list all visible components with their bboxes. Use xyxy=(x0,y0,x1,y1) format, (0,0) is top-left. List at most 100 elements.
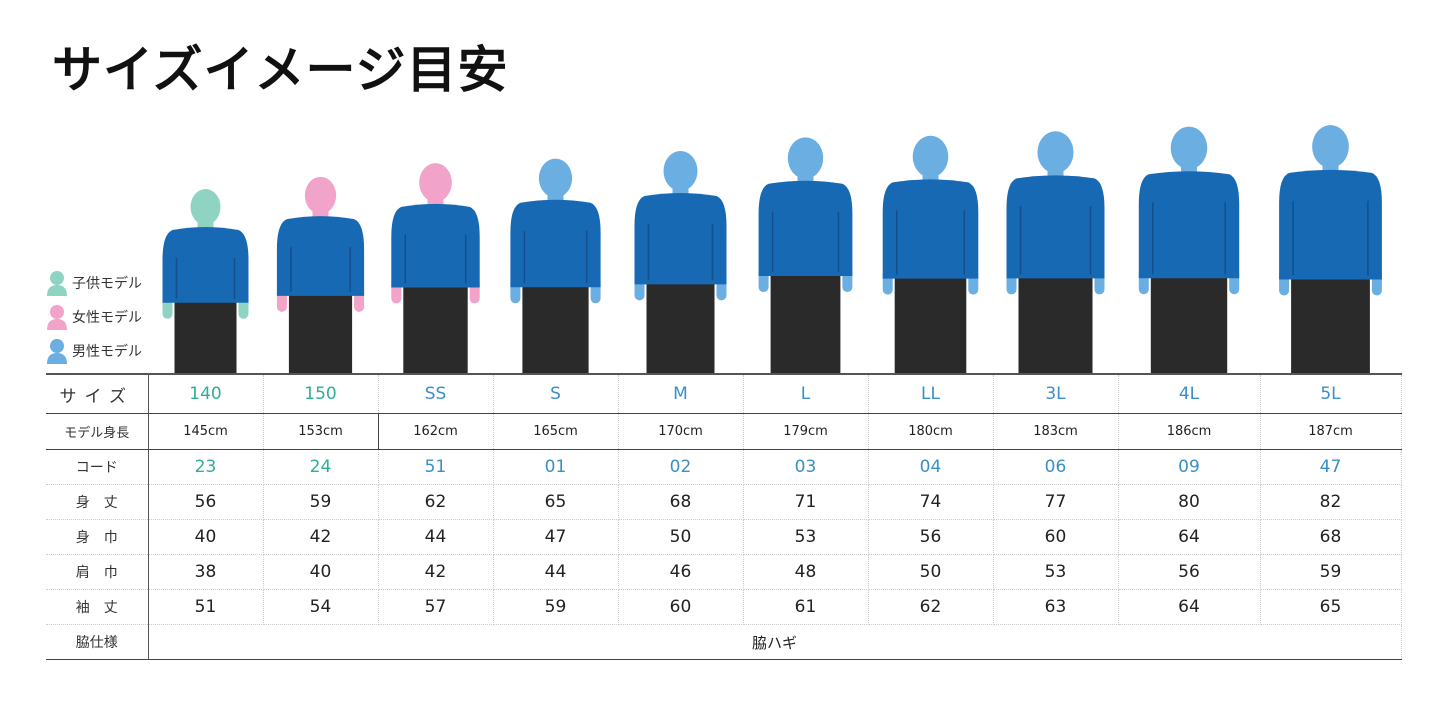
model-figure-L xyxy=(758,137,853,373)
size-table: サイズ 140 150 SS S M L LL 3L 4L 5L モデル身長 145cm 153cm 162… xyxy=(46,373,1402,660)
shirt-fold xyxy=(404,234,467,284)
cell-sleeve: 62 xyxy=(868,589,994,625)
cell-size: SS xyxy=(378,374,494,414)
cell-shoulder: 50 xyxy=(868,554,994,590)
shirt-fold xyxy=(1152,202,1226,275)
row-label: コード xyxy=(46,449,149,485)
model-figure-M xyxy=(634,151,727,373)
shirt-fold xyxy=(523,230,588,284)
cell-length: 59 xyxy=(263,484,379,520)
cell-shoulder: 40 xyxy=(263,554,379,590)
row-label: 脇仕様 xyxy=(46,624,149,660)
model-figure-140 xyxy=(162,189,249,373)
cell-shoulder: 46 xyxy=(618,554,744,590)
shirt-fold xyxy=(175,258,236,299)
row-label: サイズ xyxy=(46,374,149,414)
shirt xyxy=(162,227,249,303)
legend-label: 男性モデル xyxy=(72,344,142,360)
cell-shoulder: 59 xyxy=(1260,554,1402,590)
legend-item: 男性モデル xyxy=(46,334,142,368)
cell-shoulder: 42 xyxy=(378,554,494,590)
shirt-fold xyxy=(290,247,351,292)
cell-code: 02 xyxy=(618,449,744,485)
cell-sleeve: 51 xyxy=(148,589,264,625)
cell-size: L xyxy=(743,374,869,414)
shorts xyxy=(403,281,468,373)
model-figure-3L xyxy=(1006,131,1105,373)
cell-body_width: 50 xyxy=(618,519,744,555)
cell-shoulder: 44 xyxy=(493,554,619,590)
head xyxy=(419,163,452,202)
cell-sleeve: 61 xyxy=(743,589,869,625)
legend-item: 女性モデル xyxy=(46,300,142,334)
cell-length: 74 xyxy=(868,484,994,520)
legend-label: 子供モデル xyxy=(72,276,142,292)
head xyxy=(1170,126,1208,170)
shirt-fold xyxy=(1292,200,1369,276)
shorts xyxy=(770,270,841,373)
cell-size: M xyxy=(618,374,744,414)
table-row-sleeve: 袖 丈 51 54 57 59 60 61 62 63 64 65 xyxy=(46,589,1402,625)
model-figure-SS xyxy=(391,163,480,373)
shorts xyxy=(1150,272,1228,373)
table-row-code: コード 23 24 51 01 02 03 04 06 09 47 xyxy=(46,449,1402,485)
cell-body_width: 44 xyxy=(378,519,494,555)
shirt xyxy=(1279,169,1382,280)
head xyxy=(787,137,824,179)
cell-sleeve: 63 xyxy=(993,589,1119,625)
head xyxy=(190,189,221,225)
head xyxy=(663,151,698,191)
legend: 子供モデル女性モデル男性モデル xyxy=(46,266,142,368)
cell-sleeve: 54 xyxy=(263,589,379,625)
cell-length: 62 xyxy=(378,484,494,520)
cell-height: 165cm xyxy=(493,413,619,450)
cell-sleeve: 59 xyxy=(493,589,619,625)
cell-height: 183cm xyxy=(993,413,1119,450)
cell-height: 187cm xyxy=(1260,413,1402,450)
table-row-body_width: 身 巾 40 42 44 47 50 53 56 60 64 68 xyxy=(46,519,1402,555)
cell-body_width: 56 xyxy=(868,519,994,555)
shorts xyxy=(1291,273,1370,373)
shirt-fold xyxy=(895,210,966,275)
cell-height: 145cm xyxy=(148,413,264,450)
model-figure-S xyxy=(510,158,601,373)
shirt xyxy=(1006,175,1105,279)
cell-body_width: 60 xyxy=(993,519,1119,555)
shirt xyxy=(758,180,853,277)
row-label: 肩 巾 xyxy=(46,554,149,590)
cell-height: 153cm xyxy=(263,413,379,450)
row-label: 袖 丈 xyxy=(46,589,149,625)
shirt-fold xyxy=(1019,206,1092,275)
cell-code: 51 xyxy=(378,449,494,485)
cell-sleeve: 57 xyxy=(378,589,494,625)
cell-length: 80 xyxy=(1118,484,1261,520)
page-title: サイズイメージ目安 xyxy=(52,41,509,99)
shorts xyxy=(894,272,967,373)
cell-code: 47 xyxy=(1260,449,1402,485)
cell-code: 03 xyxy=(743,449,869,485)
cell-size: LL xyxy=(868,374,994,414)
cell-length: 71 xyxy=(743,484,869,520)
cell-body_width: 53 xyxy=(743,519,869,555)
cell-code: 01 xyxy=(493,449,619,485)
cell-length: 56 xyxy=(148,484,264,520)
head xyxy=(304,176,337,215)
shirt xyxy=(391,203,480,288)
shorts xyxy=(288,289,353,373)
female-model-icon xyxy=(47,305,67,330)
table-row-shoulder: 肩 巾 38 40 42 44 46 48 50 53 56 59 xyxy=(46,554,1402,590)
cell-length: 77 xyxy=(993,484,1119,520)
shirt-fold xyxy=(771,211,840,273)
cell-shoulder: 56 xyxy=(1118,554,1261,590)
row-label: モデル身長 xyxy=(46,413,149,450)
cell-size: 4L xyxy=(1118,374,1261,414)
shirt xyxy=(1138,171,1240,279)
shirt-fold xyxy=(647,224,714,281)
cell-sleeve: 64 xyxy=(1118,589,1261,625)
head xyxy=(1312,125,1349,168)
table-row-side: 脇仕様 脇ハギ xyxy=(46,624,1402,660)
cell-shoulder: 48 xyxy=(743,554,869,590)
shirt xyxy=(510,199,601,288)
shorts xyxy=(522,281,589,373)
